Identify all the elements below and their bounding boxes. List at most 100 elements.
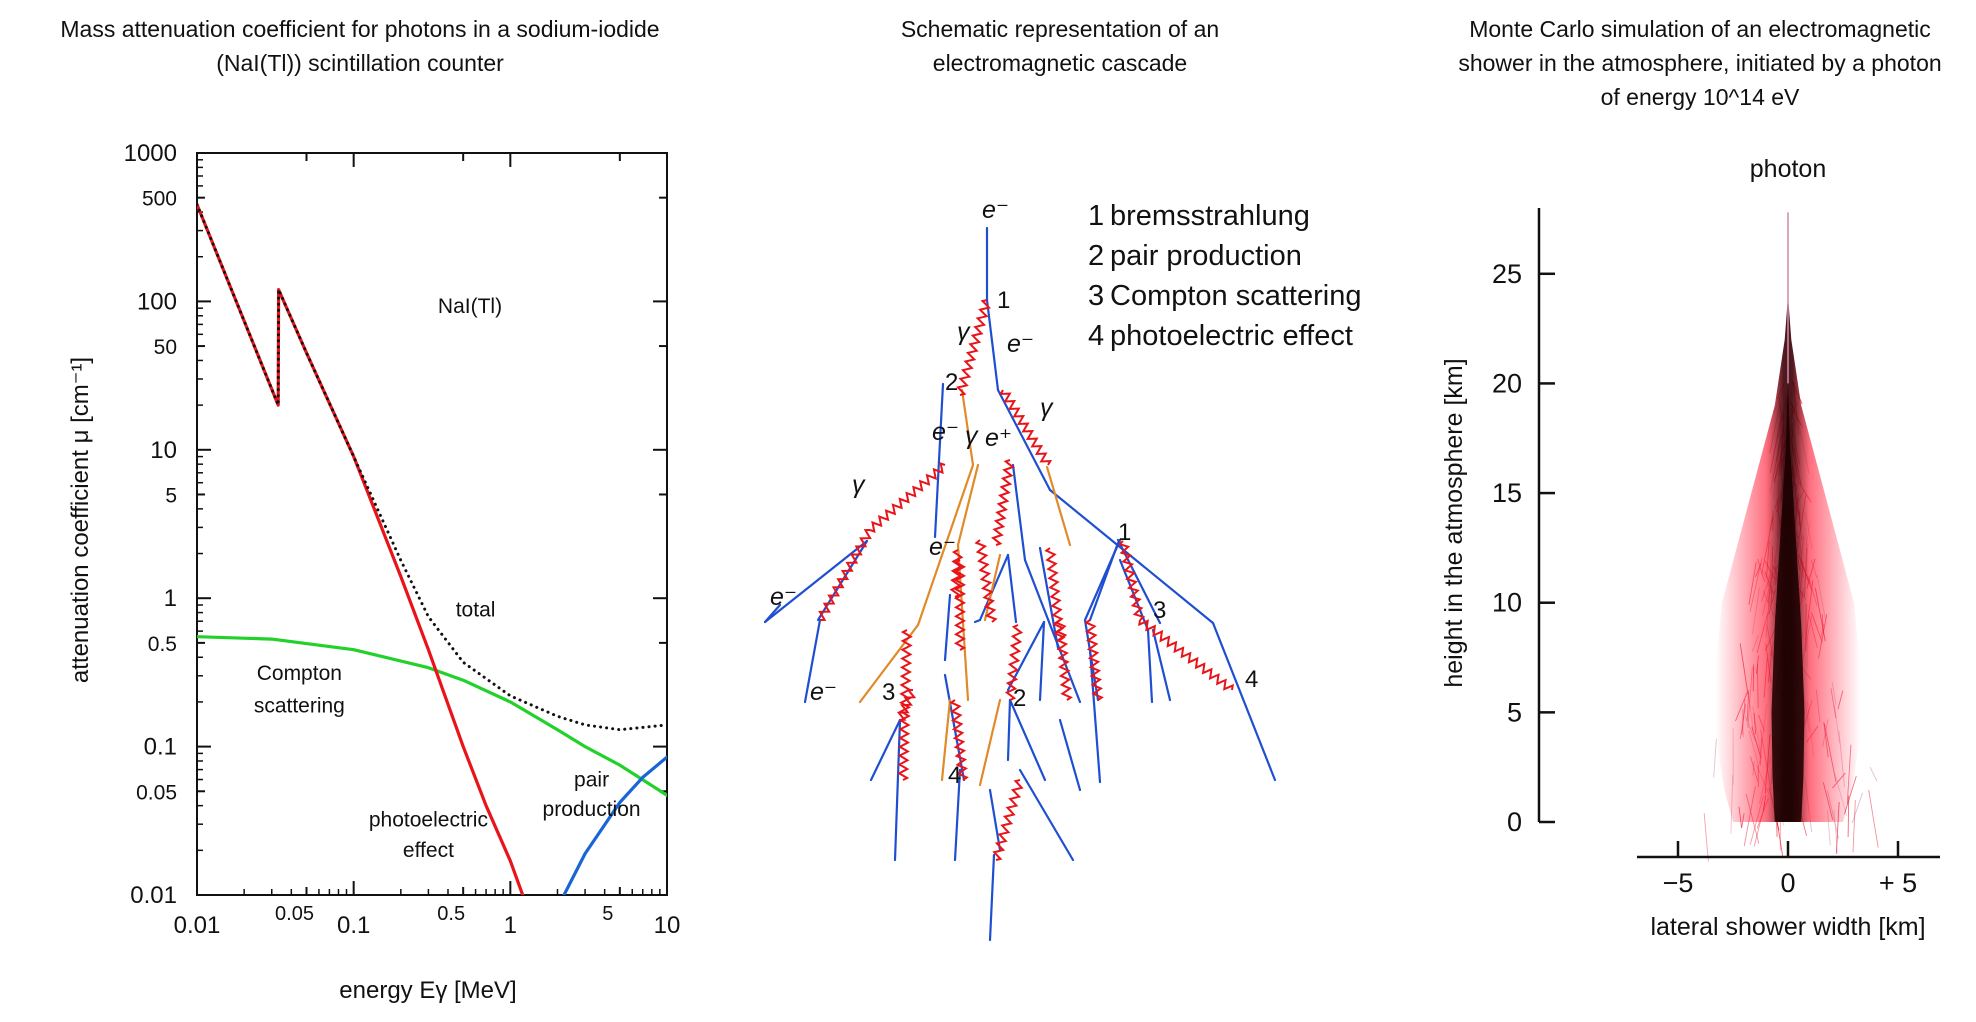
electron-track	[996, 388, 1052, 492]
electron-track	[1006, 698, 1012, 762]
electron-track	[869, 718, 902, 782]
cascade-label: e⁻	[770, 583, 797, 611]
shower-y-tick-label: 20	[1492, 368, 1522, 398]
positron-track	[978, 698, 1002, 787]
electron-track	[1018, 768, 1075, 862]
curve-annotation: production	[543, 798, 641, 821]
x-tick-label: 10	[654, 912, 681, 939]
cascade-label: γ	[965, 422, 979, 450]
shower-y-axis-label: height in the atmosphere [km]	[1440, 358, 1468, 687]
curve-annotation: pair	[574, 768, 609, 791]
y-tick-label: 0.05	[136, 781, 177, 804]
legend-number-1: 1	[1088, 200, 1104, 232]
x-tick-label: 0.5	[437, 903, 465, 925]
electron-track	[763, 603, 782, 624]
electron-track	[1088, 541, 1120, 622]
legend-item-bremsstrahlung: bremsstrahlung	[1110, 200, 1310, 232]
cascade-label: 3	[882, 679, 895, 706]
y-axis-label: attenuation coefficient μ [cm⁻¹]	[67, 357, 94, 683]
shower-x-tick-label: −5	[1663, 868, 1694, 898]
photon-track	[992, 779, 1024, 861]
cascade-label: 3	[1153, 597, 1166, 624]
electron-track	[1048, 488, 1215, 625]
positron-track	[960, 388, 975, 467]
series-compton-scattering	[197, 635, 667, 797]
electron-track	[988, 853, 996, 942]
y-tick-label: 1000	[124, 140, 177, 167]
photon-track	[991, 459, 1016, 546]
positron-track	[956, 463, 980, 547]
shower-particle-track	[1869, 766, 1878, 782]
legend-item-photoelectric: photoelectric effect	[1110, 320, 1353, 352]
cascade-label: 2	[1013, 685, 1026, 712]
x-tick-label: 0.05	[275, 903, 314, 925]
electron-track	[978, 553, 1010, 622]
x-tick-label: 5	[602, 903, 613, 925]
positron-track	[1045, 465, 1072, 547]
primary-particle-label: photon	[1750, 155, 1826, 183]
attenuation-plot-frame	[196, 152, 668, 896]
positron-track	[956, 543, 970, 702]
photon-track	[949, 699, 969, 781]
electron-track	[1038, 620, 1046, 702]
photon-track	[1138, 619, 1234, 691]
photon-track	[1117, 540, 1146, 621]
panel-title-cascade: Schematic representation of an electroma…	[900, 16, 1220, 76]
cascade-label: γ	[957, 318, 971, 346]
y-tick-label: 0.5	[148, 633, 177, 656]
x-tick-label: 0.1	[337, 912, 370, 939]
cascade-label: 1	[997, 287, 1010, 314]
legend-number-3: 3	[1088, 280, 1104, 312]
electron-track	[1038, 546, 1060, 650]
electron-track	[1211, 621, 1277, 782]
shower-particle-track	[1868, 789, 1879, 848]
positron-track	[940, 698, 952, 782]
y-tick-label: 5	[165, 484, 177, 507]
shower-x-tick-label: 0	[1780, 868, 1795, 898]
photon-track	[896, 689, 917, 721]
shower-core	[1771, 383, 1805, 822]
cascade-label: γ	[1040, 394, 1054, 422]
y-tick-label: 50	[154, 336, 177, 359]
photon-track	[869, 461, 946, 534]
shower-particle-track	[1703, 813, 1709, 862]
electron-track	[973, 618, 982, 624]
y-tick-label: 0.1	[144, 734, 177, 761]
electron-track	[763, 539, 869, 624]
photon-track	[1084, 619, 1104, 701]
electron-track	[933, 382, 945, 539]
positron-track	[916, 463, 975, 627]
legend-number-2: 2	[1088, 240, 1104, 272]
electron-track	[1088, 648, 1102, 784]
material-label: NaI(Tl)	[438, 295, 502, 318]
cascade-label: e⁻	[1007, 330, 1034, 358]
curve-annotation: effect	[403, 839, 454, 862]
photon-track	[953, 559, 967, 651]
electron-track	[1146, 628, 1154, 704]
shower-y-tick-label: 0	[1507, 807, 1522, 837]
shower-chart: photon 0 5 10 15 20 25 −5 0 + 5 lateral shower w…	[1440, 155, 1940, 941]
cascade-label: e⁻	[929, 533, 956, 561]
x-tick-label: 1	[504, 912, 517, 939]
electron-track	[988, 788, 1002, 852]
shower-tracks	[1703, 212, 1879, 862]
electron-track	[1008, 698, 1047, 782]
curve-annotation: scattering	[254, 694, 345, 717]
curve-annotation: photoelectric	[369, 808, 488, 831]
cascade-label: γ	[852, 471, 866, 499]
photon-track	[998, 389, 1053, 466]
photon-track	[1054, 619, 1073, 701]
cascade-label: e⁻	[810, 678, 837, 706]
curve-annotation: total	[456, 599, 496, 622]
electron-track	[943, 593, 952, 662]
photon-track	[1044, 547, 1066, 641]
photon-track	[818, 529, 872, 621]
x-tick-label: 0.01	[174, 912, 221, 939]
shower-x-tick-label: + 5	[1879, 868, 1917, 898]
cascade-label: 4	[1245, 666, 1258, 693]
x-axis-label: energy Eγ [MeV]	[339, 977, 516, 1004]
cascade-label: 4	[948, 762, 961, 789]
y-tick-label: 10	[150, 437, 177, 464]
electron-track	[1151, 628, 1172, 702]
